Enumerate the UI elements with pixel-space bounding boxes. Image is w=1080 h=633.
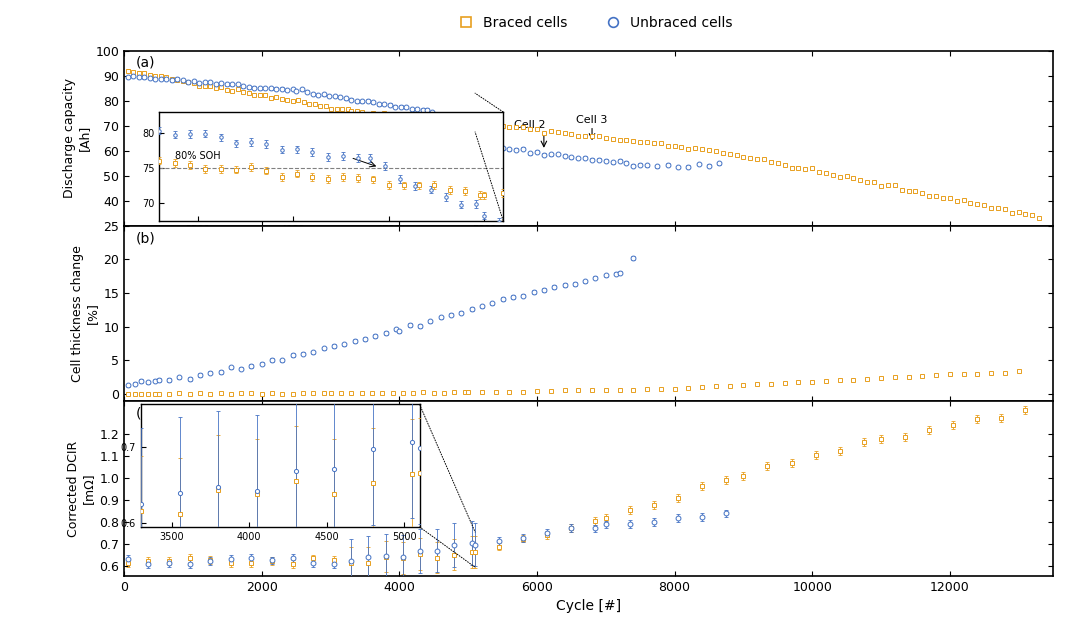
Y-axis label: Discharge capacity
[Ah]: Discharge capacity [Ah] (64, 78, 92, 198)
Braced cells (378, 109, 391, 116)
Line: Unbraced cells: Unbraced cells (125, 73, 721, 170)
Braced cells (724, 150, 737, 158)
Braced cells (336, 105, 349, 113)
Legend: Braced cells, Unbraced cells: Braced cells, Unbraced cells (450, 10, 738, 35)
Y-axis label: Cell thickness change
[%]: Cell thickness change [%] (71, 245, 99, 382)
Braced cells (579, 132, 592, 139)
Text: Cell 3: Cell 3 (577, 115, 608, 125)
Unbraced cells (394, 103, 407, 110)
X-axis label: Cycle [#]: Cycle [#] (556, 599, 621, 613)
Unbraced cells (289, 87, 302, 95)
Unbraced cells (121, 73, 134, 81)
Braced cells (820, 169, 833, 177)
Braced cells (121, 67, 134, 75)
Line: Braced cells: Braced cells (125, 68, 1042, 220)
Text: (b): (b) (135, 231, 156, 245)
Unbraced cells (672, 163, 685, 171)
Text: Cell 2: Cell 2 (514, 120, 545, 130)
Unbraced cells (270, 85, 283, 92)
Unbraced cells (551, 150, 564, 158)
Unbraced cells (713, 160, 726, 167)
Unbraced cells (410, 105, 423, 113)
Unbraced cells (126, 72, 139, 80)
Braced cells (1032, 214, 1045, 222)
Y-axis label: Corrected DCIR
[mΩ]: Corrected DCIR [mΩ] (67, 441, 95, 537)
Braced cells (806, 165, 819, 172)
Text: (c): (c) (135, 406, 153, 420)
Text: (a): (a) (135, 56, 154, 70)
Unbraced cells (253, 84, 266, 92)
